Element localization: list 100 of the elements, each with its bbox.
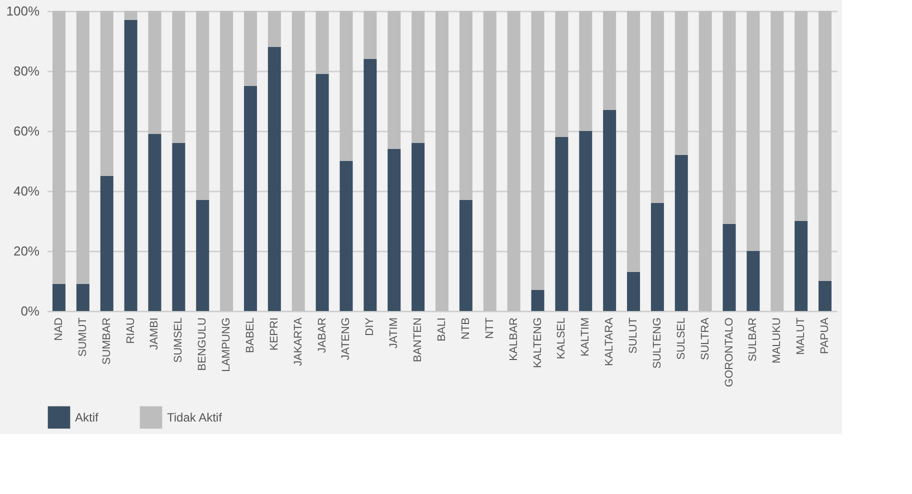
bar bbox=[650, 203, 664, 311]
bar bbox=[603, 110, 616, 311]
bar bbox=[292, 11, 305, 311]
bar bbox=[794, 221, 808, 311]
bar bbox=[340, 161, 353, 311]
y-tick-label: 60% bbox=[13, 124, 40, 138]
x-tick-label: BALI bbox=[436, 318, 448, 342]
bar bbox=[698, 11, 712, 311]
x-tick-label: SULSEL bbox=[675, 318, 688, 360]
x-tick-label: PAPUA bbox=[819, 316, 832, 354]
y-tick-label: 80% bbox=[13, 64, 40, 78]
x-tick-label: MALUKU bbox=[771, 317, 784, 364]
bar bbox=[818, 281, 832, 311]
x-tick-label: KALSEL bbox=[556, 318, 568, 360]
y-tick-label: 40% bbox=[13, 184, 40, 198]
bar bbox=[531, 11, 544, 290]
bar bbox=[388, 149, 401, 311]
bar bbox=[340, 11, 353, 161]
bar bbox=[52, 284, 66, 311]
bar bbox=[196, 11, 210, 200]
bar bbox=[627, 11, 640, 272]
bar bbox=[124, 11, 138, 20]
bar bbox=[579, 11, 592, 131]
bar bbox=[507, 11, 520, 311]
bar bbox=[148, 134, 162, 311]
x-tick-label: NTT bbox=[484, 317, 496, 339]
bar bbox=[818, 11, 832, 281]
bar bbox=[746, 251, 760, 311]
bar bbox=[268, 47, 281, 311]
x-tick-label: BABEL bbox=[244, 318, 256, 353]
x-tick-label: MALUT bbox=[795, 317, 808, 355]
x-tick-label: KALTENG bbox=[532, 318, 544, 368]
bar bbox=[124, 20, 138, 311]
bar bbox=[76, 284, 90, 311]
bar bbox=[436, 11, 448, 311]
x-tick-label: SUMBAR bbox=[100, 317, 113, 365]
bar bbox=[244, 86, 257, 311]
x-tick-label: BENGULU bbox=[196, 317, 209, 371]
x-tick-label: DIY bbox=[364, 316, 376, 336]
bar bbox=[100, 176, 114, 311]
x-tick-label: KEPRI bbox=[268, 318, 280, 351]
legend-label: Tidak Aktif bbox=[167, 410, 223, 424]
bar bbox=[674, 155, 688, 311]
x-tick-label: SULTENG bbox=[651, 318, 664, 369]
bar bbox=[579, 131, 592, 311]
bar bbox=[76, 11, 90, 284]
x-tick-label: SULBAR bbox=[747, 317, 760, 362]
x-tick-label: LAMPUNG bbox=[220, 318, 233, 372]
x-tick-label: GORONTALO bbox=[723, 317, 736, 387]
bar bbox=[100, 11, 114, 176]
x-tick-label: SUMUT bbox=[76, 317, 89, 357]
bar bbox=[674, 11, 688, 155]
bar bbox=[650, 11, 664, 203]
x-tick-label: JAKARTA bbox=[292, 316, 304, 366]
bar bbox=[603, 11, 616, 110]
x-tick-label: SUMSEL bbox=[172, 318, 185, 363]
x-tick-label: KALTIM bbox=[580, 318, 592, 356]
x-tick-label: SULUT bbox=[628, 317, 640, 354]
bar bbox=[746, 11, 760, 251]
bar bbox=[627, 272, 640, 311]
bar bbox=[770, 11, 784, 311]
bar bbox=[364, 11, 377, 59]
x-tick-label: NAD bbox=[52, 317, 65, 341]
bar bbox=[172, 143, 186, 311]
bar bbox=[722, 224, 736, 311]
y-tick-label: 100% bbox=[6, 4, 40, 18]
bar bbox=[459, 11, 472, 200]
bar bbox=[794, 11, 808, 221]
bar bbox=[316, 11, 329, 74]
bar bbox=[268, 11, 281, 47]
y-tick-label: 0% bbox=[20, 304, 40, 318]
bar bbox=[483, 11, 496, 311]
x-tick-label: NTB bbox=[460, 318, 472, 340]
x-tick-label: RIAU bbox=[124, 317, 137, 344]
bar bbox=[412, 143, 425, 311]
bar bbox=[364, 59, 377, 311]
x-tick-label: BANTEN bbox=[412, 317, 424, 362]
bar bbox=[388, 11, 401, 149]
bar bbox=[459, 200, 472, 311]
legend-label: Aktif bbox=[75, 410, 100, 424]
bar bbox=[52, 11, 66, 284]
bar bbox=[172, 11, 186, 143]
bar bbox=[244, 11, 257, 86]
bar bbox=[555, 137, 568, 311]
x-tick-label: KALTARA bbox=[604, 316, 616, 366]
x-tick-label: KALBAR bbox=[508, 317, 520, 361]
x-tick-label: SULTRA bbox=[699, 316, 712, 360]
x-tick-label: JABAR bbox=[316, 317, 328, 353]
bar bbox=[412, 11, 425, 143]
bar bbox=[148, 11, 162, 134]
bar bbox=[555, 11, 568, 137]
y-tick-label: 20% bbox=[13, 244, 40, 258]
x-tick-label: JATENG bbox=[340, 318, 352, 360]
x-tick-label: JATIM bbox=[388, 318, 400, 348]
bar bbox=[531, 290, 544, 311]
bar bbox=[220, 11, 234, 311]
bar bbox=[316, 74, 329, 311]
x-tick-label: JAMBI bbox=[148, 318, 161, 350]
bar bbox=[722, 11, 736, 224]
bar bbox=[196, 200, 210, 311]
